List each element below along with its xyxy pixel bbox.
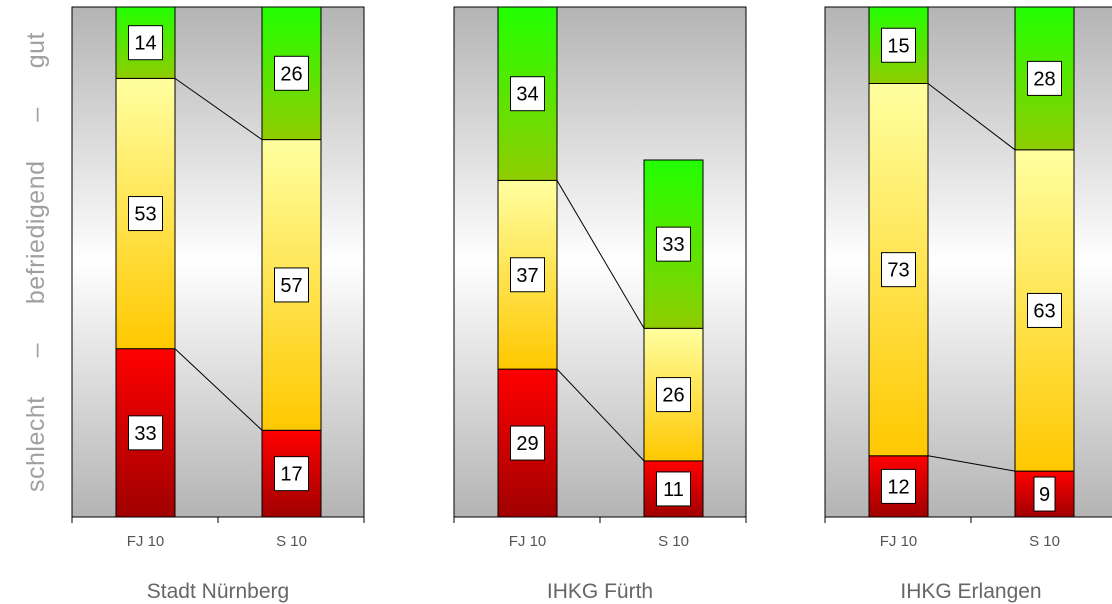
connector-line-1	[556, 368, 645, 462]
panel-title: Stadt Nürnberg	[147, 580, 289, 603]
bar-segment-good-1	[868, 6, 929, 84]
connector-line-2	[174, 77, 263, 141]
data-label-box-mid-1	[510, 257, 545, 293]
data-label-mid-1: 37	[516, 265, 538, 287]
data-label-bad-1: 29	[516, 433, 538, 455]
bar-segment-good-1	[497, 6, 558, 181]
chart-panel-2: 29 37 34 FJ 10 11 26 33 S 10 IHKG Fürth	[453, 6, 747, 603]
connector-line-2	[927, 83, 1016, 151]
x-tick-label-1: FJ 10	[509, 533, 547, 550]
x-tick-label-2: S 10	[658, 533, 689, 550]
data-label-box-bad-1	[510, 425, 545, 461]
data-label-good-1: 15	[887, 35, 909, 57]
data-label-good-1: 14	[134, 33, 156, 55]
chart-panel-3: 12 73 15 FJ 10 9 63 28 S 10 IHKG Erlangen	[824, 6, 1112, 603]
connector-line-1	[927, 455, 1016, 472]
x-tick-label-2: S 10	[276, 533, 307, 550]
data-label-box-mid-2	[274, 267, 309, 303]
data-label-bad-2: 11	[663, 479, 684, 501]
data-label-good-2: 26	[280, 63, 302, 85]
bar-segment-bad-2	[261, 429, 322, 518]
data-label-box-bad-2	[274, 456, 309, 492]
data-label-box-mid-1	[881, 252, 916, 288]
data-label-box-good-2	[274, 55, 309, 91]
data-label-box-good-1	[128, 25, 163, 61]
data-label-mid-1: 53	[134, 204, 156, 226]
data-label-bad-2: 9	[1039, 484, 1050, 506]
x-tick-label-1: FJ 10	[880, 533, 918, 550]
data-label-box-bad-1	[128, 415, 163, 451]
data-label-box-bad-1	[881, 468, 916, 504]
data-label-mid-2: 63	[1033, 300, 1055, 322]
connector-line-1	[174, 348, 263, 431]
data-label-box-good-1	[510, 76, 545, 112]
data-label-bad-1: 12	[887, 476, 909, 498]
data-label-mid-2: 26	[662, 385, 684, 407]
connector-line-2	[556, 180, 645, 329]
data-label-box-good-1	[881, 27, 916, 63]
data-label-box-bad-2	[656, 471, 691, 507]
chart-panel-1: 33 53 14 FJ 10 17 57 26 S 10 Stadt Nürnberg	[71, 6, 365, 603]
panel-title: IHKG Erlangen	[900, 580, 1041, 603]
data-label-good-2: 33	[662, 234, 684, 256]
data-label-mid-1: 73	[887, 260, 909, 282]
data-label-box-mid-1	[128, 196, 163, 232]
data-label-good-2: 28	[1033, 68, 1055, 90]
data-label-box-mid-2	[1027, 292, 1062, 328]
x-tick-label-2: S 10	[1029, 533, 1060, 550]
panel-title: IHKG Fürth	[547, 580, 653, 603]
data-label-good-1: 34	[516, 84, 538, 106]
data-label-box-good-2	[1027, 60, 1062, 96]
data-label-mid-2: 57	[280, 275, 302, 297]
x-tick-label-1: FJ 10	[127, 533, 165, 550]
data-label-box-mid-2	[656, 377, 691, 413]
data-label-bad-2: 17	[280, 464, 302, 486]
data-label-box-bad-2	[1033, 476, 1056, 512]
data-label-box-good-2	[656, 226, 691, 262]
data-label-bad-1: 33	[134, 423, 156, 445]
